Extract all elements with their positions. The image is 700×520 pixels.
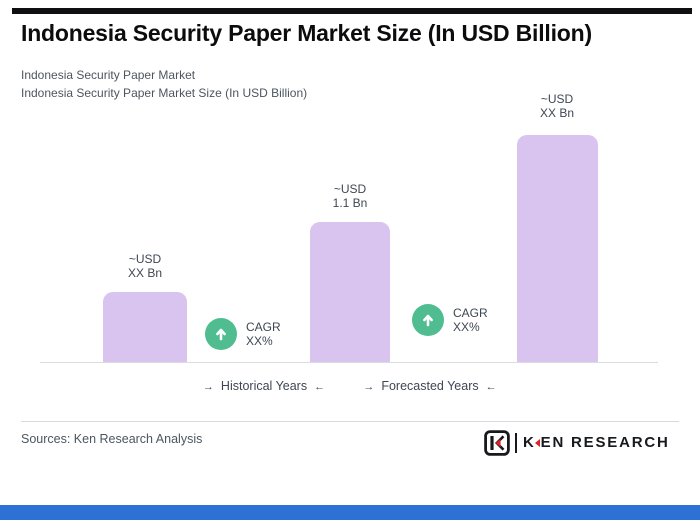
page-title: Indonesia Security Paper Market Size (In… bbox=[21, 20, 592, 46]
logo-wordmark: K EN RESEARCH bbox=[523, 434, 670, 451]
ken-research-logo: K EN RESEARCH bbox=[484, 429, 670, 456]
bar-historical bbox=[103, 292, 187, 362]
sources-text: Sources: Ken Research Analysis bbox=[21, 432, 203, 446]
bar-value-label-forecast: ~USD XX Bn bbox=[539, 92, 575, 120]
x-axis-line bbox=[40, 362, 658, 363]
axis-span-label: Forecasted Years bbox=[381, 379, 479, 393]
arrow-left-icon: ← bbox=[314, 381, 326, 393]
subtitle-line-1: Indonesia Security Paper Market bbox=[21, 68, 196, 82]
growth-up-arrow-icon bbox=[205, 318, 237, 350]
arrow-left-icon: ← bbox=[485, 381, 497, 393]
bar-forecast bbox=[517, 135, 598, 362]
axis-span-label: Historical Years bbox=[220, 379, 308, 393]
chart-subtitle: Indonesia Security Paper Market Indonesi… bbox=[21, 66, 307, 102]
ken-research-logo-mark-icon bbox=[484, 429, 510, 456]
axis-span-forecasted-years: → Forecasted Years ← bbox=[330, 379, 530, 393]
top-accent-bar bbox=[12, 8, 692, 14]
axis-span-historical-years: → Historical Years ← bbox=[164, 379, 364, 393]
arrow-right-icon: → bbox=[202, 381, 214, 393]
logo-red-notch-icon bbox=[534, 438, 540, 447]
footer-divider bbox=[21, 421, 679, 422]
logo-separator bbox=[515, 432, 517, 453]
growth-up-arrow-icon bbox=[412, 304, 444, 336]
bar-base-year bbox=[310, 222, 390, 362]
cagr-badge-historical: CAGR XX% bbox=[205, 318, 281, 350]
cagr-badge-forecast: CAGR XX% bbox=[412, 304, 488, 336]
bar-value-label-base: ~USD 1.1 Bn bbox=[332, 182, 368, 210]
bar-value-label-historical: ~USD XX Bn bbox=[127, 252, 163, 280]
subtitle-line-2: Indonesia Security Paper Market Size (In… bbox=[21, 86, 308, 100]
arrow-right-icon: → bbox=[363, 381, 375, 393]
bottom-accent-bar bbox=[0, 505, 700, 520]
cagr-label: CAGR XX% bbox=[453, 306, 488, 334]
cagr-label: CAGR XX% bbox=[246, 320, 281, 348]
